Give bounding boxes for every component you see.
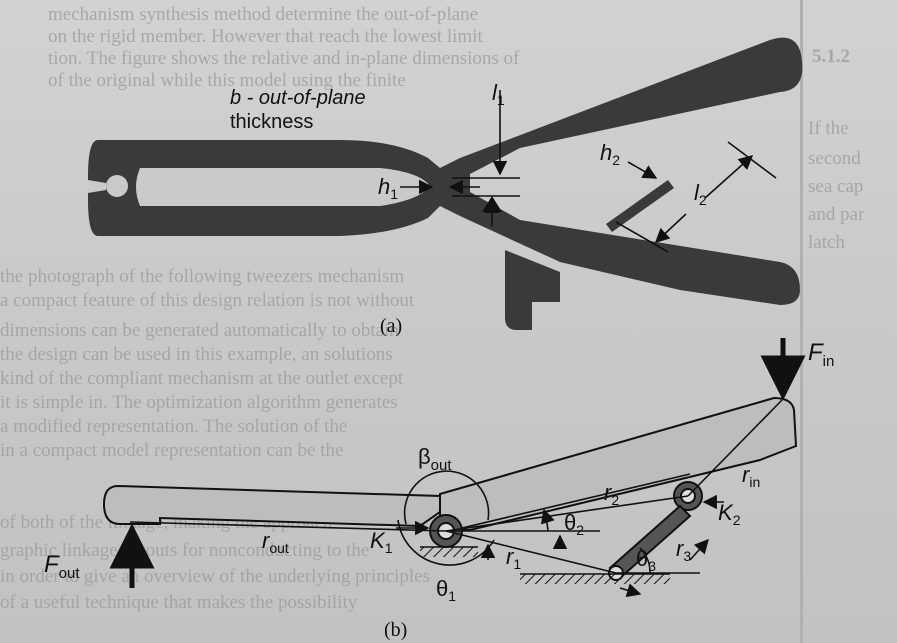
- bg-line: graphic linkage layouts for nonconductin…: [0, 540, 369, 561]
- bg-line: sea cap: [808, 176, 863, 197]
- bg-line: the photograph of the following tweezers…: [0, 266, 404, 287]
- bg-line: on the rigid member. However that reach …: [48, 26, 483, 47]
- figure-b-linkage: Fin Fout βout rout rin r1 r2 r3 K1 K2 θ1…: [44, 338, 834, 641]
- dim-h2-arrow: [627, 161, 658, 179]
- bg-line: in a compact model representation can be…: [0, 440, 343, 461]
- caption-a: (a): [380, 315, 402, 337]
- bg-line: a compact feature of this design relatio…: [0, 290, 415, 311]
- theta3-tick-arrow: [619, 583, 642, 598]
- ground-rocker: [520, 574, 670, 584]
- label-f-out: Fout: [44, 551, 80, 582]
- bg-line: second: [808, 148, 861, 169]
- r-out-line: [129, 521, 447, 532]
- label-r-out: rout: [262, 528, 289, 556]
- bg-line: the design can be used in this example, …: [0, 344, 393, 365]
- theta3-arc: [639, 547, 651, 574]
- output-link: [102, 484, 441, 528]
- background-text: mechanism synthesis method determine the…: [0, 4, 865, 613]
- theta2-arc: [540, 508, 555, 532]
- beta-out-arc: [403, 470, 490, 525]
- label-h1: h1: [378, 174, 398, 202]
- label-l2: l2: [694, 180, 707, 208]
- label-l1: l1: [492, 80, 505, 108]
- bg-section-number: 5.1.2: [812, 46, 850, 67]
- ground-k1: [420, 547, 478, 557]
- bg-line: tion. The figure shows the relative and …: [48, 48, 520, 69]
- r-in-line: [687, 399, 783, 497]
- bg-line: latch: [808, 232, 845, 253]
- label-r-in: rin: [742, 462, 760, 490]
- r2-line: [445, 495, 689, 532]
- r3-arrow: [689, 538, 709, 561]
- bg-line: If the: [808, 118, 849, 139]
- label-h2: h2: [600, 140, 620, 168]
- tweezers-slot: [136, 168, 430, 206]
- dim-l2-arrow: [704, 155, 754, 199]
- label-k1: K1: [370, 528, 393, 556]
- caption-b: (b): [384, 619, 407, 641]
- bg-line: of a useful technique that makes the pos…: [0, 592, 358, 613]
- bg-line: and par: [808, 204, 865, 225]
- tweezers-body: [88, 37, 803, 305]
- label-r3: r3: [676, 536, 691, 564]
- pivot-hole: [106, 175, 128, 197]
- bg-line: a modified representation. The solution …: [0, 416, 347, 437]
- label-theta3: θ3: [636, 546, 656, 574]
- tweezers-hook: [505, 250, 560, 330]
- end-notch: [88, 180, 106, 193]
- label-r2: r2: [604, 480, 619, 508]
- label-beta-out: βout: [418, 444, 452, 474]
- label-theta2: θ2: [564, 510, 584, 538]
- thickness-label-line1: b - out-of-plane: [230, 87, 366, 109]
- bg-line: mechanism synthesis method determine the…: [48, 4, 478, 25]
- label-theta1: θ1: [436, 576, 456, 604]
- bg-line: dimensions can be generated automaticall…: [0, 320, 399, 341]
- r1-line: [445, 530, 617, 574]
- thickness-label-text: b - out-of-plane: [230, 87, 366, 109]
- thickness-label-line2: thickness: [230, 111, 313, 133]
- dim-h1-arrowhead-up: [482, 196, 502, 212]
- dim-line: [727, 141, 777, 179]
- dim-l2-arrow: [654, 213, 687, 243]
- column-divider: [800, 0, 803, 643]
- bg-line: of the original while this model using t…: [48, 70, 406, 91]
- flexure-link: [606, 180, 674, 232]
- bg-line: it is simple in. The optimization algori…: [0, 392, 398, 413]
- label-k2: K2: [718, 500, 741, 528]
- bg-line: kind of the compliant mechanism at the o…: [0, 368, 404, 389]
- link-edge: [461, 473, 691, 529]
- label-f-in: Fin: [808, 339, 834, 370]
- label-r1: r1: [506, 544, 521, 572]
- dim-line: [615, 221, 669, 253]
- bg-line: in order to give an overview of the unde…: [0, 566, 430, 587]
- figure-a-tweezers: b - out-of-plane thickness l1 h1 h2 l2 (…: [88, 37, 803, 337]
